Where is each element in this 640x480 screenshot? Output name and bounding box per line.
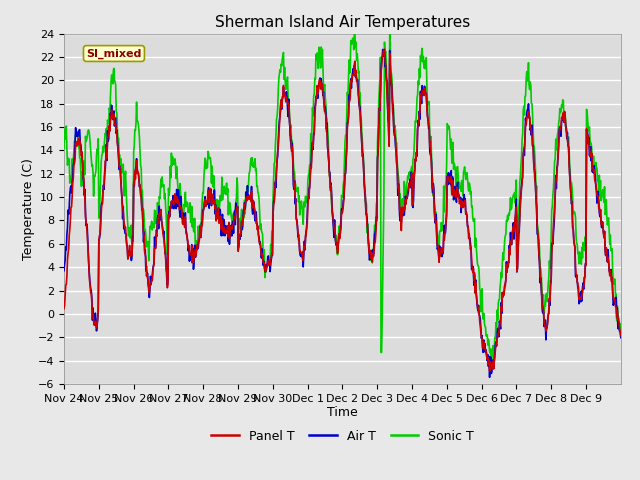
X-axis label: Time: Time (327, 407, 358, 420)
Title: Sherman Island Air Temperatures: Sherman Island Air Temperatures (215, 15, 470, 30)
Text: SI_mixed: SI_mixed (86, 48, 141, 59)
Legend: Panel T, Air T, Sonic T: Panel T, Air T, Sonic T (206, 425, 479, 448)
Y-axis label: Temperature (C): Temperature (C) (22, 158, 35, 260)
